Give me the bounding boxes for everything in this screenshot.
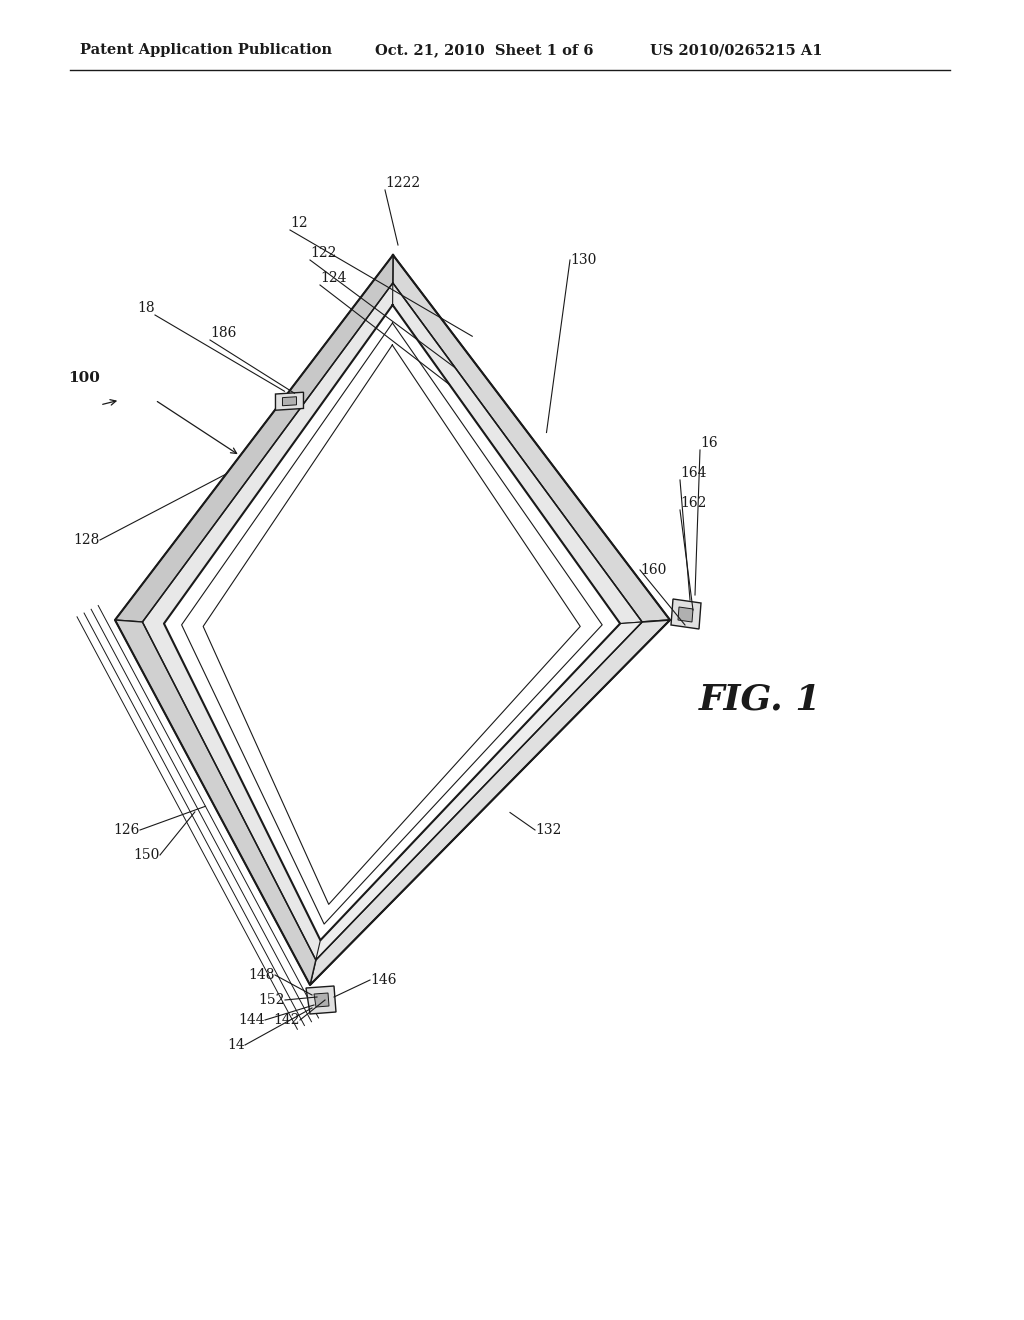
Text: 100: 100: [69, 371, 100, 385]
Polygon shape: [115, 255, 670, 985]
Text: 14: 14: [227, 1038, 245, 1052]
Text: 164: 164: [680, 466, 707, 480]
Polygon shape: [115, 255, 393, 622]
Polygon shape: [283, 397, 297, 405]
Text: FIG. 1: FIG. 1: [698, 682, 821, 717]
Text: 16: 16: [700, 436, 718, 450]
Text: 124: 124: [319, 271, 346, 285]
Text: 152: 152: [259, 993, 285, 1007]
Text: 12: 12: [290, 216, 307, 230]
Text: 1222: 1222: [385, 176, 420, 190]
Polygon shape: [115, 620, 315, 985]
Polygon shape: [203, 345, 581, 904]
Polygon shape: [275, 392, 303, 411]
Text: 130: 130: [570, 253, 596, 267]
Text: 128: 128: [74, 533, 100, 546]
Polygon shape: [306, 986, 336, 1014]
Text: 18: 18: [137, 301, 155, 315]
Polygon shape: [678, 607, 693, 622]
Text: 126: 126: [114, 822, 140, 837]
Polygon shape: [315, 622, 642, 960]
Polygon shape: [203, 345, 581, 904]
Polygon shape: [314, 993, 329, 1007]
Polygon shape: [393, 255, 670, 622]
Text: 122: 122: [310, 246, 336, 260]
Text: 160: 160: [640, 564, 667, 577]
Text: US 2010/0265215 A1: US 2010/0265215 A1: [650, 44, 822, 57]
Polygon shape: [164, 305, 621, 940]
Text: 186: 186: [210, 326, 237, 341]
Polygon shape: [310, 620, 670, 985]
Polygon shape: [671, 599, 701, 630]
Text: 142: 142: [273, 1012, 300, 1027]
Text: 132: 132: [535, 822, 561, 837]
Text: 148: 148: [249, 968, 275, 982]
Text: Patent Application Publication: Patent Application Publication: [80, 44, 332, 57]
Polygon shape: [392, 282, 642, 623]
Polygon shape: [164, 305, 621, 940]
Text: Oct. 21, 2010  Sheet 1 of 6: Oct. 21, 2010 Sheet 1 of 6: [375, 44, 594, 57]
Text: 146: 146: [370, 973, 396, 987]
Text: 144: 144: [239, 1012, 265, 1027]
Text: 162: 162: [680, 496, 707, 510]
Text: 150: 150: [133, 847, 160, 862]
